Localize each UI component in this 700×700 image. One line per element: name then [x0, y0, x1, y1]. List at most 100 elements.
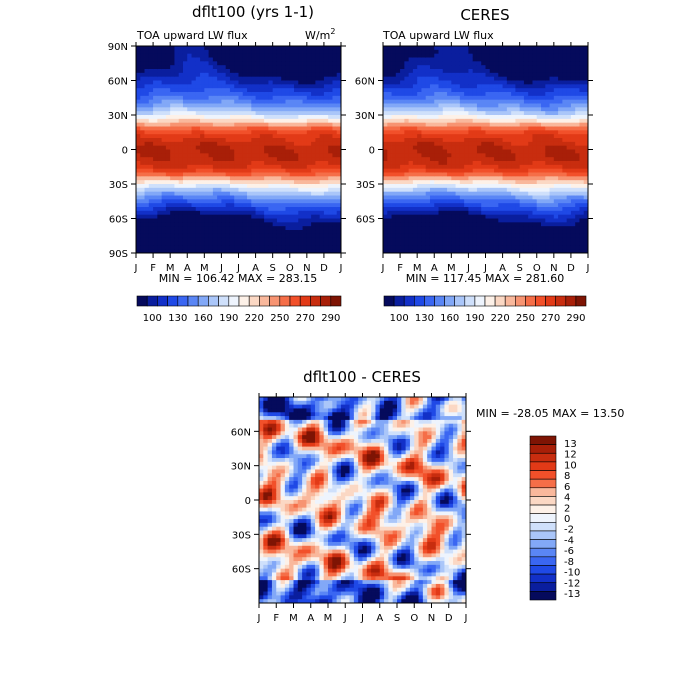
- right-heatmap-cell: [387, 57, 392, 62]
- right-heatmap-cell: [395, 115, 401, 120]
- left-heatmap-cell: [191, 210, 197, 216]
- left-heatmap-cell: [221, 207, 227, 212]
- right-heatmap-cell: [562, 210, 568, 216]
- left-heatmap-cell: [157, 233, 163, 239]
- right-heatmap-cell: [442, 218, 448, 223]
- left-heatmap-cell: [221, 122, 227, 127]
- right-heatmap-cell: [387, 88, 392, 93]
- right-heatmap-cell: [404, 92, 410, 97]
- left-heatmap-cell: [157, 145, 163, 150]
- right-heatmap-cell: [494, 210, 499, 216]
- left-heatmap-cell: [221, 230, 227, 235]
- right-heatmap-cell: [387, 103, 392, 108]
- left-heatmap-cell: [251, 138, 256, 143]
- right-heatmap: [383, 46, 589, 254]
- left-heatmap-cell: [165, 237, 171, 242]
- right-heatmap-cell: [489, 191, 495, 196]
- left-heatmap-cell: [136, 103, 141, 108]
- right-heatmap-cell: [566, 184, 572, 189]
- right-heatmap-cell: [528, 180, 533, 185]
- right-heatmap-cell: [464, 214, 469, 219]
- right-heatmap-cell: [447, 88, 452, 93]
- left-heatmap-cell: [144, 157, 150, 162]
- left-heatmap-cell: [148, 153, 154, 158]
- right-heatmap-cell: [553, 207, 559, 212]
- right-heatmap-cell: [558, 199, 563, 204]
- left-heatmap-cell: [264, 80, 269, 85]
- left-heatmap-cell: [306, 92, 312, 97]
- right-heatmap-cell: [434, 214, 439, 219]
- right-heatmap-cell: [489, 172, 495, 177]
- right-heatmap-cell: [515, 230, 521, 235]
- right-heatmap-cell: [515, 245, 521, 250]
- left-heatmap-cell: [259, 53, 265, 58]
- left-heatmap-cell: [221, 107, 227, 112]
- right-heatmap-cell: [549, 53, 555, 58]
- left-heatmap-cell: [225, 214, 231, 219]
- left-heatmap-cell: [272, 241, 278, 246]
- left-heatmap-cell: [281, 46, 286, 51]
- right-heatmap-cell: [387, 176, 392, 181]
- right-heatmap-cell: [464, 61, 469, 66]
- right-heatmap-cell: [519, 237, 525, 242]
- left-heatmap-cell: [187, 214, 192, 219]
- left-heatmap-cell: [204, 222, 209, 227]
- left-heatmap-cell: [182, 76, 188, 81]
- left-heatmap-cell: [170, 61, 175, 66]
- left-heatmap-cell: [336, 61, 342, 66]
- right-heatmap-cell: [494, 241, 499, 246]
- left-heatmap-cell: [281, 149, 286, 154]
- right-heatmap-cell: [541, 161, 546, 166]
- right-heatmap-cell: [506, 249, 512, 254]
- left-heatmap-cell: [315, 230, 321, 235]
- right-heatmap-cell: [549, 218, 555, 223]
- left-heatmap-cell: [242, 92, 248, 97]
- right-heatmap-cell: [434, 126, 439, 131]
- right-heatmap-cell: [455, 115, 461, 120]
- left-heatmap-cell: [302, 187, 308, 193]
- left-heatmap-cell: [157, 203, 163, 208]
- right-heatmap-cell: [438, 164, 444, 170]
- left-heatmap-cell: [259, 65, 265, 70]
- left-heatmap-cell: [323, 145, 329, 150]
- left-heatmap-cell: [311, 122, 316, 127]
- right-heatmap-cell: [468, 226, 474, 231]
- left-heatmap-cell: [247, 161, 252, 166]
- right-heatmap-cell: [549, 84, 555, 89]
- right-heatmap-cell: [438, 84, 444, 89]
- right-heatmap-cell: [545, 230, 550, 235]
- left-heatmap-cell: [336, 149, 342, 154]
- right-heatmap-cell: [476, 92, 482, 97]
- right-heatmap-cell: [421, 218, 427, 223]
- right-heatmap-cell: [570, 145, 576, 150]
- left-heatmap-cell: [136, 214, 141, 219]
- left-heatmap-cell: [174, 61, 180, 66]
- left-heatmap-cell: [204, 153, 209, 158]
- right-heatmap-cell: [545, 180, 550, 185]
- left-heatmap-cell: [264, 161, 269, 166]
- left-heatmap-cell: [161, 161, 167, 166]
- right-heatmap-cell: [494, 187, 499, 193]
- right-heatmap-cell: [451, 72, 456, 78]
- left-heatmap-cell: [153, 191, 158, 196]
- right-heatmap-cell: [519, 118, 525, 124]
- left-heatmap-cell: [281, 118, 286, 124]
- left-heatmap-cell: [208, 210, 214, 216]
- right-heatmap-cell: [481, 111, 486, 116]
- left-heatmap-cell: [323, 88, 329, 93]
- right-heatmap-cell: [489, 245, 495, 250]
- right-heatmap-cell: [438, 134, 444, 139]
- right-heatmap-cell: [408, 115, 414, 120]
- left-heatmap-cell: [298, 72, 303, 78]
- right-heatmap-cell: [438, 241, 444, 246]
- right-heatmap-cell: [494, 130, 499, 135]
- right-heatmap-cell: [489, 107, 495, 112]
- left-heatmap-cell: [294, 199, 299, 204]
- right-heatmap-cell: [494, 249, 499, 254]
- left-heatmap-cell: [272, 111, 278, 116]
- left-heatmap-cell: [157, 118, 163, 124]
- right-heatmap-cell: [519, 65, 525, 70]
- right-heatmap-cell: [511, 92, 516, 97]
- left-heatmap-cell: [153, 187, 158, 193]
- left-heatmap-cell: [144, 99, 150, 104]
